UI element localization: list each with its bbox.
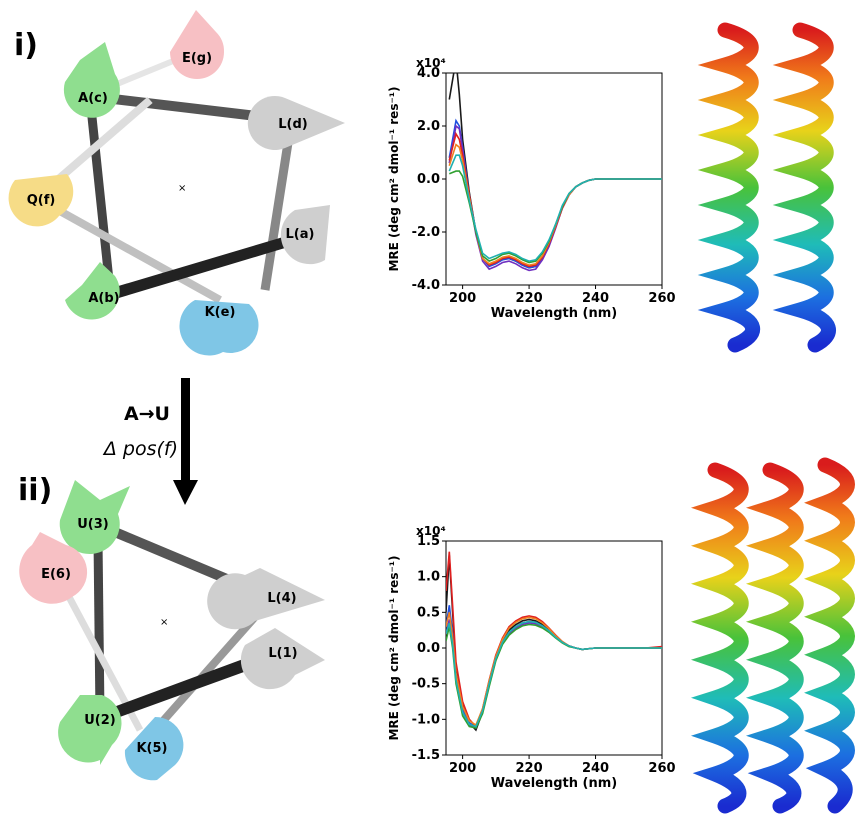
x-tick-label: 260 — [648, 291, 675, 306]
x-tick-label: 200 — [449, 291, 476, 306]
residue-E(6)-label: E(6) — [41, 567, 71, 582]
residue-Q(f): Q(f) — [8, 174, 74, 227]
y-axis-label: MRE (deg cm² dmol⁻¹ res⁻¹) — [387, 555, 401, 740]
residue-A(c): A(c) — [63, 42, 120, 118]
y-multiplier: x10⁴ — [416, 56, 446, 70]
substitution-label: A→U — [124, 403, 170, 425]
position-change-label: Δ pos(f) — [102, 438, 178, 460]
cd-chart-i: 200 220 240 260 4.0 2.0 0.0 -2.0 -4.0 Wavelength … — [387, 56, 676, 321]
residue-E(g)-label: E(g) — [182, 51, 212, 66]
residue-L(4): L(4) — [207, 568, 325, 630]
x-tick-label: 220 — [516, 291, 543, 306]
y-tick-label: 1.0 — [417, 570, 440, 585]
residue-A(b)-label: A(b) — [88, 291, 119, 306]
residue-L(a)-label: L(a) — [286, 227, 315, 242]
residue-E(g): E(g) — [170, 10, 225, 79]
residue-U(2)-label: U(2) — [84, 713, 115, 728]
y-tick-label: -0.5 — [412, 677, 440, 692]
series-line-6 — [448, 154, 662, 262]
y-multiplier: x10⁴ — [416, 524, 446, 538]
series-line-5 — [446, 623, 662, 729]
residue-U(3)-label: U(3) — [77, 517, 108, 532]
y-tick-label: 0.0 — [417, 641, 440, 656]
residue-L(d): L(d) — [247, 96, 345, 150]
transition-arrow: A→U Δ pos(f) — [102, 378, 198, 505]
series-line-0 — [446, 555, 662, 732]
residue-L(4)-label: L(4) — [267, 591, 296, 606]
series-line-0 — [448, 73, 662, 269]
series-line-3 — [446, 551, 662, 729]
series-line-6 — [446, 620, 662, 728]
helix-bundle-render-i — [697, 22, 836, 353]
residue-K(5)-label: K(5) — [136, 741, 167, 756]
wheel-ii-link — [93, 539, 105, 716]
x-tick-label: 220 — [516, 761, 543, 776]
residue-U(3): U(3) — [59, 480, 130, 555]
series-line-1 — [446, 605, 662, 728]
series-line-4 — [446, 612, 662, 727]
x-tick-label: 260 — [648, 761, 675, 776]
wheel-i-center: × — [178, 183, 186, 194]
residue-U(2): U(2) — [58, 695, 122, 765]
residue-A(b): A(b) — [65, 262, 120, 320]
residue-L(a): L(a) — [280, 205, 330, 265]
residue-L(1)-label: L(1) — [268, 646, 297, 661]
helical-wheel-i: × E(g) L(d) A(c) Q(f) L(a) A(b) K(e) — [8, 10, 345, 356]
wheel-i-link — [38, 196, 222, 304]
cd-chart-ii: 200 220 240 260 1.5 1.0 0.5 0.0 -0.5 -1.0 -1.5 Wave… — [387, 524, 676, 791]
residue-A(c)-label: A(c) — [78, 91, 108, 106]
residue-L(d)-label: L(d) — [278, 117, 307, 132]
wheel-i-link — [260, 129, 295, 291]
y-tick-label: 0.5 — [417, 605, 440, 620]
x-tick-label: 200 — [449, 761, 476, 776]
y-tick-label: -1.0 — [412, 712, 440, 727]
panel-i-label: i) — [14, 28, 38, 63]
y-tick-label: 0.0 — [417, 172, 440, 187]
x-axis-label: Wavelength (nm) — [491, 776, 617, 791]
residue-E(6): E(6) — [19, 532, 88, 604]
wheel-ii-center: × — [160, 617, 168, 628]
y-tick-label: -4.0 — [412, 278, 440, 293]
wheel-ii-link — [100, 652, 266, 722]
wheel-i-link — [105, 232, 305, 300]
helix-bundle-render-ii — [690, 457, 855, 814]
y-tick-label: 4.0 — [417, 66, 440, 81]
y-tick-label: -1.5 — [412, 748, 440, 763]
y-tick-label: -2.0 — [412, 225, 440, 240]
helical-wheel-ii: × U(3) E(6) L(4) L(1) U(2) K(5) — [19, 480, 325, 781]
panel-ii-label: ii) — [18, 473, 52, 508]
y-tick-label: 1.5 — [417, 534, 440, 549]
y-axis-label: MRE (deg cm² dmol⁻¹ res⁻¹) — [387, 86, 401, 271]
x-tick-label: 240 — [582, 761, 609, 776]
residue-L(1): L(1) — [240, 628, 325, 690]
x-tick-label: 240 — [582, 291, 609, 306]
residue-K(5): K(5) — [124, 716, 184, 781]
residue-K(e)-label: K(e) — [205, 305, 236, 320]
x-axis-label: Wavelength (nm) — [491, 306, 617, 321]
wheel-i-link — [85, 97, 115, 291]
residue-Q(f)-label: Q(f) — [27, 193, 56, 208]
y-tick-label: 2.0 — [417, 119, 440, 134]
residue-K(e): K(e) — [179, 300, 259, 356]
